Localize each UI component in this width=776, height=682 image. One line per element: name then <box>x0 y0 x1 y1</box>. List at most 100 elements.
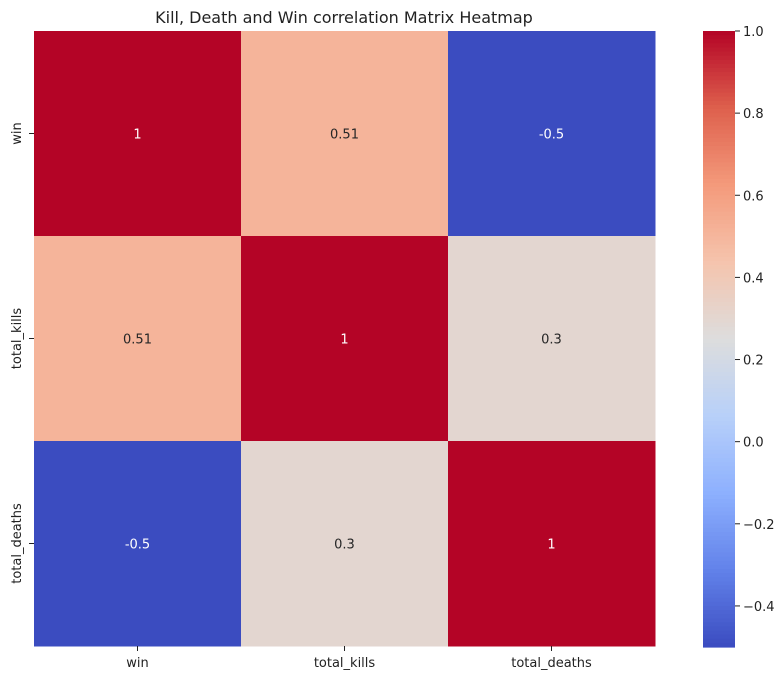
colorbar-segment <box>703 577 735 582</box>
colorbar-segment <box>703 343 735 348</box>
cell-value-label: 0.51 <box>330 128 359 143</box>
colorbar-segment <box>703 326 735 332</box>
colorbar-segment <box>703 150 735 155</box>
colorbar-segment <box>703 597 735 603</box>
colorbar-segment <box>703 117 735 122</box>
cell-value-label: 0.3 <box>541 333 562 348</box>
colorbar-segment <box>703 96 735 102</box>
colorbar-segment <box>703 478 735 484</box>
colorbar-tick-label: 0.2 <box>743 354 764 369</box>
y-axis: win total_kills total_deaths <box>10 122 34 584</box>
colorbar-segment <box>703 449 735 455</box>
colorbar-segment <box>703 618 735 623</box>
colorbar-segment <box>703 552 735 558</box>
heatmap-cell-win-total_kills <box>241 31 449 237</box>
colorbar-segment <box>703 507 735 513</box>
colorbar-segment <box>703 548 735 554</box>
colorbar-segment <box>703 219 735 225</box>
heatmap-cell-total_kills-win <box>34 236 242 442</box>
colorbar: −0.4 −0.2 0.0 0.2 0.4 0.6 0.8 1.0 <box>703 25 775 648</box>
colorbar-segment <box>703 174 735 180</box>
colorbar-segment <box>703 277 735 283</box>
colorbar-segment <box>703 441 735 447</box>
colorbar-segment <box>703 642 735 648</box>
colorbar-segment <box>703 408 735 414</box>
colorbar-segment <box>703 191 735 196</box>
colorbar-segment <box>703 585 735 591</box>
colorbar-segment <box>703 310 735 315</box>
colorbar-segment <box>703 162 735 168</box>
colorbar-segment <box>703 367 735 373</box>
colorbar-segment <box>703 593 735 599</box>
colorbar-segment <box>703 178 735 184</box>
colorbar-segment <box>703 104 735 110</box>
colorbar-tick-label: 0.6 <box>743 189 764 204</box>
colorbar-segment <box>703 63 735 69</box>
chart-title: Kill, Death and Win correlation Matrix H… <box>155 8 533 27</box>
colorbar-segment <box>703 289 735 295</box>
colorbar-segment <box>703 400 735 406</box>
colorbar-segment <box>703 515 735 521</box>
colorbar-segment <box>703 404 735 410</box>
cell-value-label: 0.51 <box>123 333 152 348</box>
cell-value-label: 0.3 <box>334 538 355 553</box>
colorbar-segment <box>703 141 735 147</box>
colorbar-segment <box>703 80 735 85</box>
colorbar-segment <box>703 392 735 398</box>
heatmap-cell-win-win <box>34 31 242 237</box>
colorbar-segment <box>703 482 735 488</box>
colorbar-tick-label: 0.0 <box>743 436 764 451</box>
colorbar-segment <box>703 437 735 443</box>
colorbar-segment <box>703 260 735 266</box>
colorbar-segment <box>703 137 735 143</box>
colorbar-segment <box>703 59 735 65</box>
colorbar-segment <box>703 453 735 459</box>
colorbar-segment <box>703 462 735 467</box>
colorbar-segment <box>703 306 735 311</box>
colorbar-segment <box>703 252 735 258</box>
colorbar-segment <box>703 425 735 430</box>
heatmap-cell-total_kills-total_deaths <box>448 236 656 442</box>
colorbar-segment <box>703 240 735 246</box>
colorbar-segment <box>703 322 735 328</box>
colorbar-segment <box>703 92 735 98</box>
colorbar-segment <box>703 601 735 607</box>
colorbar-segment <box>703 486 735 492</box>
colorbar-segment <box>703 388 735 393</box>
colorbar-segment <box>703 265 735 270</box>
colorbar-segment <box>703 622 735 628</box>
colorbar-segment <box>703 614 735 619</box>
colorbar-segment <box>703 581 735 586</box>
colorbar-segment <box>703 355 735 361</box>
colorbar-segment <box>703 39 735 44</box>
heatmap-cells <box>34 31 656 647</box>
x-tick-label-win: win <box>126 656 148 671</box>
colorbar-segment <box>703 51 735 57</box>
colorbar-segment <box>703 466 735 472</box>
colorbar-segment <box>703 199 735 205</box>
x-tick-label-total_deaths: total_deaths <box>511 656 592 671</box>
colorbar-segment <box>703 129 735 135</box>
colorbar-segment <box>703 634 735 640</box>
colorbar-segment <box>703 195 735 200</box>
colorbar-segment <box>703 76 735 81</box>
colorbar-segment <box>703 285 735 291</box>
colorbar-segment <box>703 573 735 578</box>
colorbar-segment <box>703 187 735 192</box>
heatmap-cell-total_kills-total_kills <box>241 236 449 442</box>
heatmap-cell-total_deaths-total_deaths <box>448 441 656 647</box>
colorbar-segment <box>703 43 735 49</box>
colorbar-segment <box>703 125 735 131</box>
colorbar-segment <box>703 499 735 504</box>
colorbar-segment <box>703 519 735 525</box>
colorbar-segment <box>703 532 735 537</box>
colorbar-segment <box>703 203 735 209</box>
colorbar-segment <box>703 211 735 217</box>
colorbar-segment <box>703 380 735 385</box>
cell-value-label: -0.5 <box>125 538 150 553</box>
colorbar-segment <box>703 273 735 278</box>
colorbar-segment <box>703 503 735 508</box>
colorbar-segment <box>703 458 735 463</box>
colorbar-segment <box>703 384 735 389</box>
